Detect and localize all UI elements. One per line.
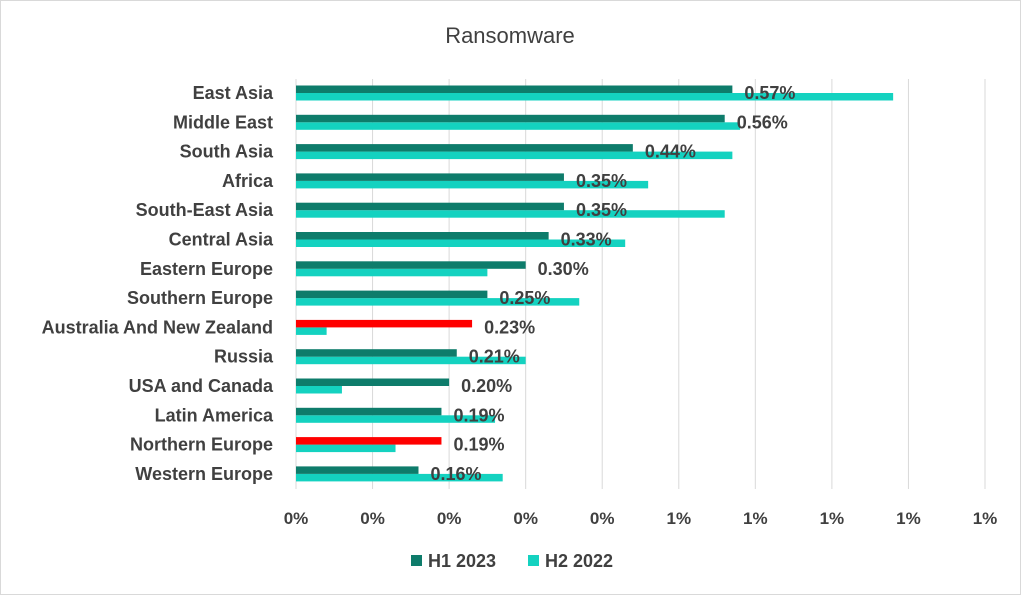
data-label: 0.25% bbox=[499, 288, 550, 308]
x-tick-label: 0% bbox=[590, 509, 615, 528]
legend-label-h2-2022: H2 2022 bbox=[545, 551, 613, 571]
category-label: USA and Canada bbox=[129, 376, 274, 396]
x-tick-label: 1% bbox=[973, 509, 998, 528]
bar-h1-2023 bbox=[296, 466, 419, 474]
bar-h1-2023 bbox=[296, 144, 633, 152]
category-label: Northern Europe bbox=[130, 435, 273, 455]
x-tick-label: 1% bbox=[820, 509, 845, 528]
bar-h1-2023 bbox=[296, 85, 733, 93]
data-label: 0.33% bbox=[561, 230, 612, 250]
category-label: Middle East bbox=[173, 112, 273, 132]
data-label: 0.16% bbox=[430, 464, 481, 484]
legend-label-h1-2023: H1 2023 bbox=[428, 551, 496, 571]
bar-h2-2022 bbox=[296, 210, 725, 218]
data-label: 0.19% bbox=[453, 405, 504, 425]
category-label: Africa bbox=[222, 171, 274, 191]
x-tick-label: 1% bbox=[896, 509, 921, 528]
category-label: Latin America bbox=[155, 405, 274, 425]
bar-h1-2023 bbox=[296, 114, 725, 123]
x-tick-labels: 0% 0% 0% 0% 0% 1% 1% 1% 1% 1% bbox=[284, 509, 998, 528]
data-label: 0.21% bbox=[469, 347, 520, 367]
data-label: 0.30% bbox=[538, 259, 589, 279]
bar-h2-2022 bbox=[296, 239, 626, 247]
bar-h2-2022 bbox=[296, 386, 342, 394]
category-label: East Asia bbox=[193, 83, 274, 103]
x-tick-label: 1% bbox=[666, 509, 691, 528]
gridlines bbox=[295, 79, 986, 489]
x-tick-label: 0% bbox=[360, 509, 385, 528]
category-label: Australia And New Zealand bbox=[42, 317, 273, 337]
bar-h2-2022 bbox=[296, 151, 733, 160]
category-label: South-East Asia bbox=[136, 200, 274, 220]
bar-h1-2023 bbox=[296, 437, 442, 445]
data-label: 0.23% bbox=[484, 317, 535, 337]
bar-h1-2023 bbox=[296, 202, 564, 211]
legend-swatch-h1-2023 bbox=[411, 555, 422, 566]
bar-h1-2023 bbox=[296, 261, 526, 269]
bar-h1-2023 bbox=[296, 319, 473, 328]
bar-h1-2023 bbox=[296, 290, 488, 299]
data-label: 0.56% bbox=[737, 112, 788, 132]
data-label: 0.35% bbox=[576, 200, 627, 220]
bar-h2-2022 bbox=[296, 93, 894, 101]
bar-h1-2023 bbox=[296, 378, 450, 386]
x-tick-label: 0% bbox=[513, 509, 538, 528]
bar-h2-2022 bbox=[296, 356, 526, 365]
data-label: 0.57% bbox=[744, 83, 795, 103]
bar-h1-2023 bbox=[296, 173, 564, 181]
x-tick-label: 0% bbox=[284, 509, 309, 528]
x-tick-label: 1% bbox=[743, 509, 768, 528]
bar-h2-2022 bbox=[296, 180, 649, 189]
legend: H1 2023 H2 2022 bbox=[411, 551, 613, 571]
bar-h2-2022 bbox=[296, 268, 488, 277]
category-label: South Asia bbox=[180, 142, 274, 162]
data-label: 0.44% bbox=[645, 142, 696, 162]
bar-h2-2022 bbox=[296, 415, 496, 423]
data-label: 0.19% bbox=[453, 435, 504, 455]
data-label: 0.20% bbox=[461, 376, 512, 396]
category-label: Western Europe bbox=[135, 464, 273, 484]
category-labels: East Asia Middle East South Asia Africa Sout… bbox=[42, 83, 274, 484]
chart-title: Ransomware bbox=[445, 23, 575, 48]
bar-h2-2022 bbox=[296, 122, 741, 130]
legend-swatch-h2-2022 bbox=[528, 555, 539, 566]
data-label: 0.35% bbox=[576, 171, 627, 191]
x-tick-label: 0% bbox=[437, 509, 462, 528]
bar-h1-2023 bbox=[296, 349, 457, 357]
bar-h2-2022 bbox=[296, 473, 503, 482]
category-label: Southern Europe bbox=[127, 288, 273, 308]
bar-h1-2023 bbox=[296, 407, 442, 416]
bar-h1-2023 bbox=[296, 232, 549, 240]
bar-h2-2022 bbox=[296, 327, 327, 335]
category-label: Russia bbox=[214, 347, 274, 367]
bars bbox=[296, 85, 894, 482]
bar-h2-2022 bbox=[296, 298, 580, 306]
data-labels: 0.57% 0.56% 0.44% 0.35% 0.35% 0.33% 0.30% 0.25%… bbox=[430, 83, 795, 484]
bar-h2-2022 bbox=[296, 444, 396, 453]
category-label: Central Asia bbox=[169, 230, 274, 250]
category-label: Eastern Europe bbox=[140, 259, 273, 279]
